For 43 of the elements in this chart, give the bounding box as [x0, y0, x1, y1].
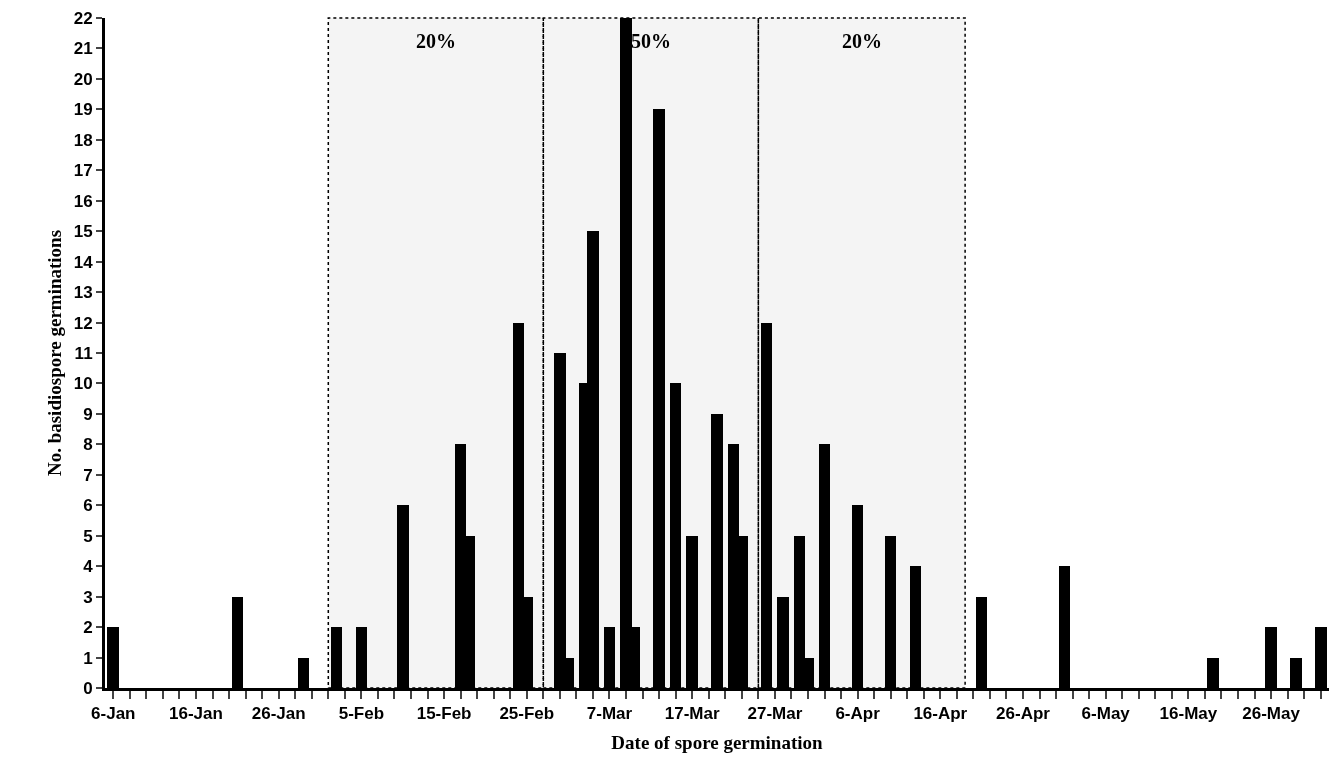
x-tick-label: 6-Jan [91, 704, 136, 724]
x-tick-label: 26-Apr [996, 704, 1051, 724]
y-tick-label: 17 [73, 161, 93, 181]
y-tick-label: 12 [73, 313, 93, 333]
y-tick-label: 1 [83, 648, 93, 668]
y-tick-label: 22 [73, 8, 93, 28]
x-tick-label: 15-Feb [416, 704, 472, 724]
y-tick-label: 15 [73, 222, 93, 242]
band-label: 20% [842, 30, 882, 52]
y-tick-label: 4 [83, 557, 94, 577]
y-tick-label: 5 [83, 526, 93, 546]
y-tick-label: 19 [73, 100, 93, 120]
y-tick-label: 7 [83, 465, 93, 485]
y-tick-label: 8 [83, 435, 93, 455]
y-tick-label: 21 [73, 39, 93, 59]
y-tick-label: 9 [83, 404, 93, 424]
y-tick-label: 6 [83, 496, 93, 516]
x-tick-label: 25-Feb [499, 704, 555, 724]
y-tick-label: 3 [83, 587, 93, 607]
y-tick-label: 14 [73, 252, 94, 272]
y-tick-label: 10 [73, 374, 93, 394]
x-tick-label: 26-May [1242, 704, 1301, 724]
x-tick-label: 7-Mar [586, 704, 633, 724]
y-tick-label: 20 [73, 69, 93, 89]
x-tick-label: 16-May [1159, 704, 1218, 724]
y-tick-label: 16 [73, 191, 93, 211]
y-axis-title: No. basidiospore germinations [43, 229, 65, 477]
y-tick-label: 13 [73, 283, 93, 303]
x-tick-label: 26-Jan [251, 704, 306, 724]
y-tick-label: 0 [83, 678, 93, 698]
x-tick-label: 17-Mar [664, 704, 720, 724]
x-tick-label: 6-Apr [835, 704, 881, 724]
x-axis-title: Date of spore germination [611, 732, 824, 754]
x-tick-label: 6-May [1081, 704, 1131, 724]
x-tick-label: 16-Jan [169, 704, 223, 724]
band-label: 20% [416, 30, 456, 52]
y-tick-label: 11 [74, 343, 93, 363]
y-tick-label: 18 [73, 130, 93, 150]
y-tick-label: 2 [83, 618, 93, 638]
x-tick-label: 16-Apr [913, 704, 968, 724]
band-label: 50% [631, 30, 671, 52]
x-tick-label: 5-Feb [338, 704, 385, 724]
x-tick-label: 27-Mar [747, 704, 803, 724]
